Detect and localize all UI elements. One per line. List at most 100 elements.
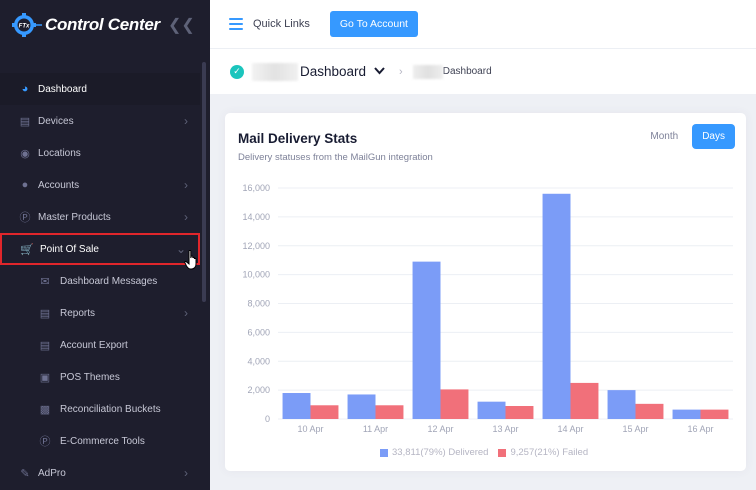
bar-failed — [570, 382, 599, 419]
bar-delivered — [282, 393, 311, 419]
sidebar-item-adpro[interactable]: ✎ AdPro › — [0, 457, 200, 489]
breadcrumb[interactable]: Dashboard — [442, 66, 492, 77]
sidebar-item-reports[interactable]: ▤ Reports › — [0, 297, 200, 329]
redacted-account-name — [252, 62, 298, 81]
y-tick-label: 4,000 — [247, 356, 270, 366]
users-icon: ● — [21, 179, 29, 191]
chevron-right-icon: › — [184, 466, 188, 480]
check-circle-icon: ✓ — [230, 64, 244, 79]
go-to-account-button[interactable]: Go To Account — [329, 11, 418, 37]
dashboard-icon: ◕ — [21, 83, 29, 95]
brand-logo-icon: FTx — [12, 13, 42, 37]
bucket-icon: ▩ — [39, 403, 51, 416]
ecommerce-icon: Ⓟ — [39, 436, 51, 448]
legend-failed[interactable]: 9,257(21%) Failed — [498, 447, 588, 458]
chevron-right-icon: › — [184, 178, 188, 192]
x-tick-label: 12 Apr — [427, 424, 453, 434]
sidebar-item-point-of-sale[interactable]: 🛒 Point Of Sale ⌄ — [0, 233, 200, 265]
sidebar-item-label: Point Of Sale — [40, 243, 99, 255]
bar-failed — [505, 406, 534, 419]
card-title: Mail Delivery Stats — [238, 131, 358, 146]
subheader: ✓ Dashboard › Dashboard — [210, 48, 756, 94]
sidebar-item-label: Reconciliation Buckets — [60, 403, 161, 415]
sidebar-item-label: Devices — [38, 115, 74, 127]
y-tick-label: 0 — [265, 414, 270, 424]
x-tick-label: 14 Apr — [557, 424, 583, 434]
collapse-sidebar-icon[interactable]: ❮❮ — [168, 17, 195, 34]
export-icon: ▤ — [39, 339, 51, 352]
reports-icon: ▤ — [39, 307, 51, 320]
chevron-right-icon: › — [399, 65, 403, 78]
sidebar-item-dashboard-messages[interactable]: ✉ Dashboard Messages — [0, 265, 200, 297]
top-header: Quick Links Go To Account — [210, 0, 756, 48]
bar-failed — [700, 409, 729, 419]
bar-delivered — [347, 394, 376, 419]
sidebar-item-label: Dashboard — [38, 83, 87, 95]
sidebar-item-locations[interactable]: ◉ Locations — [0, 137, 200, 169]
y-tick-label: 14,000 — [242, 212, 270, 222]
x-tick-label: 15 Apr — [622, 424, 648, 434]
bar-failed — [310, 405, 339, 419]
sidebar-item-label: Locations — [38, 147, 81, 159]
sidebar-item-dashboard[interactable]: ◕ Dashboard — [0, 73, 200, 105]
y-tick-label: 2,000 — [247, 385, 270, 395]
sidebar-item-account-export[interactable]: ▤ Account Export — [0, 329, 200, 361]
sidebar-item-reconciliation-buckets[interactable]: ▩ Reconciliation Buckets — [0, 393, 200, 425]
menu-lines-icon[interactable] — [229, 18, 243, 30]
y-tick-label: 12,000 — [242, 241, 270, 251]
sidebar-item-e-commerce-tools[interactable]: Ⓟ E-Commerce Tools — [0, 425, 200, 457]
sidebar-item-master-products[interactable]: Ⓟ Master Products › — [0, 201, 200, 233]
sidebar-menu: ◕ Dashboard ▤ Devices › ◉ Locations ● Accounts › Ⓟ… — [0, 73, 200, 489]
legend-delivered-label: 33,811(79%) Delivered — [392, 447, 489, 458]
adpro-icon: ✎ — [20, 467, 30, 480]
bar-failed — [375, 405, 404, 419]
sidebar-item-pos-themes[interactable]: ▣ POS Themes — [0, 361, 200, 393]
cart-icon: 🛒 — [20, 243, 34, 256]
brand[interactable]: FTx Control Center — [0, 0, 210, 50]
x-tick-label: 11 Apr — [363, 424, 388, 434]
sidebar-item-label: Master Products — [38, 211, 111, 223]
card-subtitle: Delivery statuses from the MailGun integ… — [238, 152, 433, 163]
chevron-right-icon: › — [184, 114, 188, 128]
days-button[interactable]: Days — [692, 124, 735, 149]
sidebar-item-label: Account Export — [60, 339, 128, 351]
sidebar-item-label: Accounts — [38, 179, 80, 191]
quick-links[interactable]: Quick Links — [253, 18, 310, 30]
chart-legend: 33,811(79%) Delivered 9,257(21%) Failed — [380, 447, 588, 458]
chevron-right-icon: › — [184, 306, 188, 320]
legend-failed-label: 9,257(21%) Failed — [510, 447, 589, 458]
chevron-down-icon[interactable] — [374, 66, 385, 78]
sidebar-scrollbar[interactable] — [202, 62, 206, 302]
message-icon: ✉ — [40, 275, 50, 288]
bar-delivered — [542, 193, 571, 419]
chevron-right-icon: › — [184, 210, 188, 224]
sidebar-item-label: AdPro — [38, 467, 66, 479]
image-icon: ▣ — [39, 371, 51, 384]
x-tick-label: 10 Apr — [297, 424, 323, 434]
legend-delivered[interactable]: 33,811(79%) Delivered — [380, 447, 488, 458]
month-button[interactable]: Month — [650, 131, 679, 142]
period-toggle: Month Days — [640, 124, 735, 149]
chevron-down-icon: ⌄ — [175, 242, 186, 256]
y-tick-label: 6,000 — [247, 327, 270, 337]
brand-logo-text: FTx — [19, 24, 30, 30]
x-tick-label: 13 Apr — [492, 424, 518, 434]
bar-delivered — [477, 401, 506, 419]
redacted-breadcrumb — [412, 64, 443, 79]
bar-failed — [635, 403, 664, 419]
brand-name: Control Center — [45, 15, 160, 34]
sidebar-item-devices[interactable]: ▤ Devices › — [0, 105, 200, 137]
y-tick-label: 16,000 — [242, 183, 270, 193]
sidebar-item-label: Dashboard Messages — [60, 275, 158, 287]
x-tick-label: 16 Apr — [687, 424, 713, 434]
devices-icon: ▤ — [19, 115, 31, 128]
bar-delivered — [412, 261, 441, 419]
bar-delivered — [607, 390, 636, 419]
bar-delivered — [672, 409, 701, 419]
hand-cursor-icon — [184, 249, 200, 275]
y-tick-label: 10,000 — [242, 270, 270, 280]
bar-failed — [440, 389, 469, 419]
sidebar-item-label: Reports — [60, 307, 96, 319]
sidebar-item-accounts[interactable]: ● Accounts › — [0, 169, 200, 201]
sidebar-item-label: E-Commerce Tools — [60, 435, 145, 447]
